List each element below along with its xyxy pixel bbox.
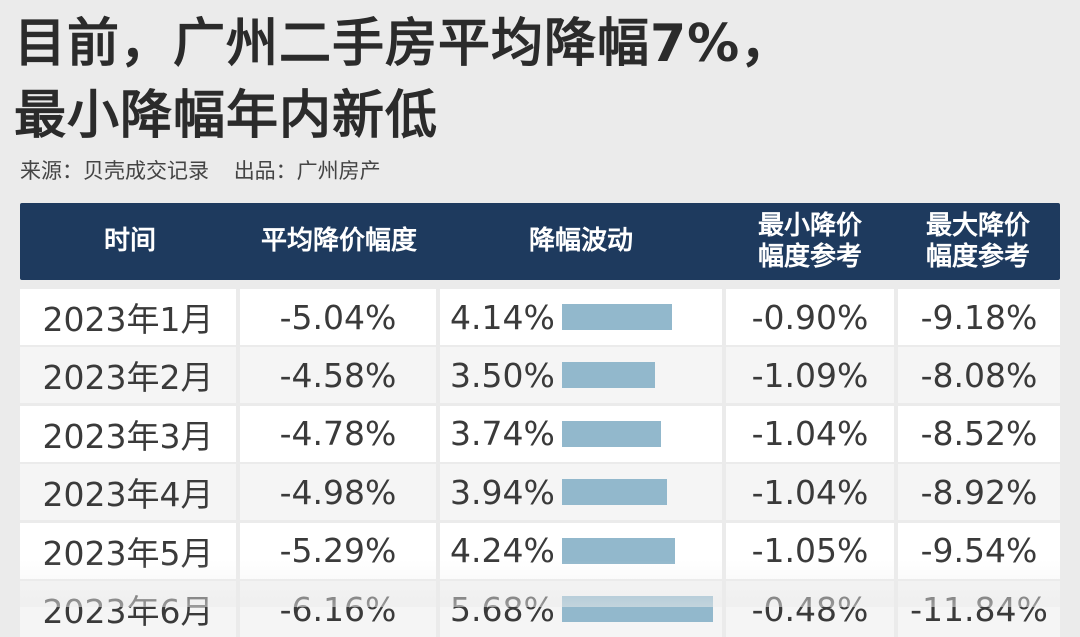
drop-wave-value: 3.50%: [450, 355, 555, 395]
drop-wave-bar: [562, 362, 655, 389]
cell-max: -11.84%: [898, 581, 1060, 637]
column-header-min-drop: 最小降价 幅度参考: [724, 203, 896, 280]
cell-drop-wave: 3.94%: [440, 464, 722, 521]
cell-month: 2023年4月: [20, 464, 236, 521]
cell-drop-wave: 4.14%: [440, 289, 722, 345]
drop-wave-bar: [562, 596, 713, 622]
drop-wave-bar: [562, 304, 672, 330]
drop-wave-bar: [562, 479, 667, 506]
column-header-max-drop-line2: 幅度参考: [925, 241, 1030, 272]
cell-drop-wave: 5.68%: [440, 581, 722, 637]
cell-max: -8.08%: [898, 347, 1060, 404]
cell-min: -0.48%: [726, 581, 894, 637]
cell-min: -1.09%: [726, 347, 894, 404]
table-row: 2023年4月 -4.98% 3.94% -1.04% -8.92%: [20, 464, 1060, 521]
cell-month: 2023年1月: [20, 289, 236, 345]
table-row: 2023年2月 -4.58% 3.50% -1.09% -8.08%: [20, 347, 1060, 404]
drop-wave-value: 4.14%: [450, 297, 555, 337]
source-line: 来源：贝壳成交记录 出品：广州房产: [20, 156, 381, 186]
cell-max: -8.52%: [898, 405, 1060, 462]
cell-max: -9.18%: [898, 289, 1060, 345]
cell-avg: -5.29%: [240, 522, 436, 579]
cell-min: -1.05%: [726, 522, 894, 579]
drop-wave-value: 3.74%: [450, 414, 555, 454]
drop-wave-value: 4.24%: [450, 531, 555, 571]
column-header-min-drop-line2: 幅度参考: [757, 241, 862, 272]
drop-wave-bar: [562, 537, 675, 564]
cell-drop-wave: 4.24%: [440, 522, 722, 579]
cell-drop-wave: 3.74%: [440, 405, 722, 462]
cell-min: -1.04%: [726, 405, 894, 462]
column-header-avg-drop: 平均降价幅度: [260, 226, 417, 256]
drop-wave-value: 5.68%: [450, 589, 555, 629]
cell-drop-wave: 3.50%: [440, 347, 722, 404]
table-row: 2023年5月 -5.29% 4.24% -1.05% -9.54%: [20, 522, 1060, 579]
column-header-max-drop: 最大降价 幅度参考: [896, 203, 1060, 280]
cell-avg: -5.04%: [240, 289, 436, 345]
cell-min: -0.90%: [726, 289, 894, 345]
cell-max: -8.92%: [898, 464, 1060, 521]
cell-min: -1.04%: [726, 464, 894, 521]
source-origin: 来源：贝壳成交记录: [20, 159, 209, 183]
table-row: 2023年6月 -6.16% 5.68% -0.48% -11.84%: [20, 581, 1060, 637]
column-header-drop-wave: 降幅波动: [528, 226, 633, 256]
chart-title-line2: 最小降幅年内新低: [14, 86, 439, 146]
table-row: 2023年1月 -5.04% 4.14% -0.90% -9.18%: [20, 289, 1060, 345]
drop-wave-bar: [562, 420, 661, 447]
drop-wave-value: 3.94%: [450, 472, 555, 512]
cell-month: 2023年2月: [20, 347, 236, 404]
cell-avg: -4.78%: [240, 405, 436, 462]
source-producer: 出品：广州房产: [233, 159, 381, 183]
cell-avg: -4.58%: [240, 347, 436, 404]
table-row: 2023年3月 -4.78% 3.74% -1.04% -8.52%: [20, 405, 1060, 462]
cell-avg: -4.98%: [240, 464, 436, 521]
cell-month: 2023年5月: [20, 522, 236, 579]
table-header: 时间 平均降价幅度 降幅波动 最小降价 幅度参考 最大降价 幅度参考: [20, 203, 1060, 280]
cell-month: 2023年3月: [20, 405, 236, 462]
chart-title-line1: 目前，广州二手房平均降幅7%，: [14, 14, 794, 74]
cell-month: 2023年6月: [20, 581, 236, 637]
cell-avg: -6.16%: [240, 581, 436, 637]
column-header-month: 时间: [103, 226, 156, 256]
column-header-max-drop-line1: 最大降价: [925, 210, 1030, 241]
column-header-min-drop-line1: 最小降价: [757, 210, 862, 241]
cell-max: -9.54%: [898, 522, 1060, 579]
